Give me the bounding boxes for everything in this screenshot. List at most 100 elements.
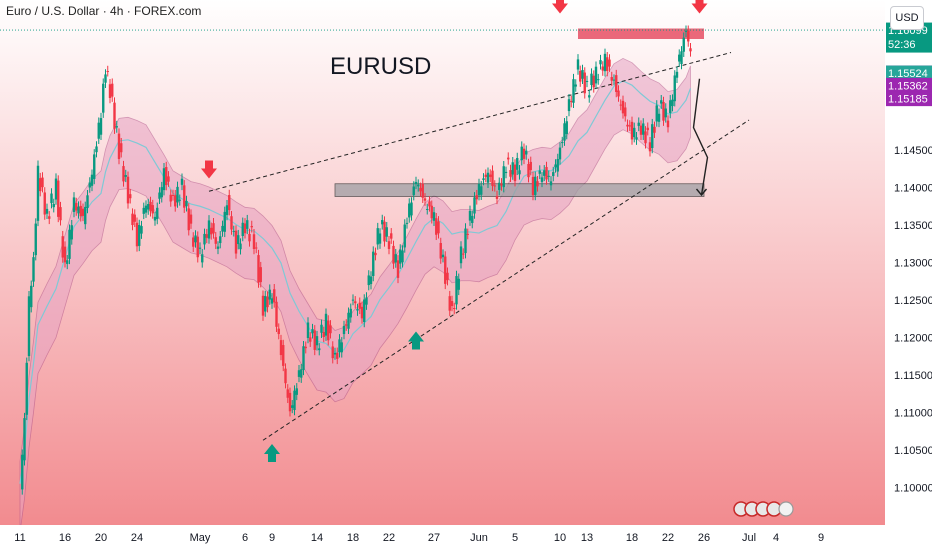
time-axis[interactable]: 11 16 20 24 May 6 9 14 18 22 27 Jun 5 10 13 18 22 26 Jul 4 9	[14, 532, 824, 544]
candle-body	[381, 219, 384, 225]
candle-body	[633, 127, 636, 138]
candle-body	[612, 79, 616, 81]
candle-body	[246, 220, 249, 229]
candle-body	[545, 167, 548, 180]
y-tick-label: 1.12000	[894, 333, 932, 345]
candle-body	[282, 345, 285, 366]
y-tick-label: 1.10500	[894, 445, 932, 457]
candle-body	[219, 236, 222, 244]
candle-body	[653, 126, 656, 133]
candle-body	[414, 181, 418, 184]
candle-body	[583, 72, 586, 94]
candle-body	[426, 209, 429, 211]
candle-body	[241, 222, 244, 236]
candle-body	[412, 186, 415, 196]
candle-body	[304, 346, 307, 349]
x-tick-label: 11	[14, 532, 25, 544]
candle-body	[664, 108, 667, 118]
price-axis[interactable]: 1.10000 1.10500 1.11000 1.11500 1.12000 1.125…	[894, 145, 932, 495]
price-label-text: 1.15185	[888, 94, 928, 106]
candle-body	[608, 59, 611, 67]
candle-body	[279, 340, 283, 356]
candle-body	[120, 143, 123, 153]
currency-button[interactable]: USD	[890, 6, 924, 30]
event-icon[interactable]	[778, 501, 794, 517]
y-tick-label: 1.11500	[894, 370, 932, 382]
candle-body	[621, 100, 625, 114]
candle-body	[210, 227, 213, 235]
candle-body	[646, 127, 649, 131]
candle-body	[250, 225, 253, 228]
candle-body	[369, 276, 373, 285]
calendar-icons[interactable]	[733, 501, 794, 517]
candle-body	[318, 348, 321, 351]
candle-body	[374, 252, 377, 256]
candle-body	[455, 276, 458, 305]
candle-body	[383, 221, 386, 242]
candle-body	[230, 216, 233, 230]
candle-body	[594, 66, 598, 84]
candle-body	[52, 203, 55, 208]
candle-body	[358, 302, 361, 309]
candle-body	[687, 30, 690, 42]
candle-body	[626, 124, 629, 127]
candle-body	[30, 285, 33, 308]
candle-body	[259, 267, 262, 283]
candle-body	[133, 214, 136, 222]
candle-body	[385, 227, 388, 237]
candle-body	[340, 342, 343, 353]
candle-body	[189, 214, 193, 224]
candle-body	[590, 73, 593, 86]
candle-body	[223, 211, 226, 232]
x-tick-label: 26	[698, 532, 710, 544]
candle-body	[106, 71, 109, 73]
candle-body	[527, 164, 530, 178]
resistance-zone	[578, 28, 704, 39]
candle-body	[277, 328, 280, 335]
y-tick-label: 1.13500	[894, 220, 932, 232]
candle-body	[86, 195, 89, 208]
candle-body	[171, 194, 175, 196]
candle-body	[79, 205, 82, 217]
candle-body	[338, 339, 341, 353]
candle-body	[273, 289, 276, 303]
x-tick-label: 18	[626, 532, 638, 544]
candle-body	[248, 233, 251, 242]
candle-body	[437, 221, 440, 234]
candle-body	[122, 166, 125, 182]
candle-body	[75, 203, 78, 211]
candle-body	[255, 247, 258, 249]
candle-body	[648, 142, 652, 152]
candle-body	[158, 192, 161, 199]
candle-body	[421, 183, 424, 198]
candle-body	[111, 83, 114, 97]
candle-body	[72, 197, 76, 212]
symbol-title: Euro / U.S. Dollar · 4h · FOREX.com	[6, 4, 202, 18]
candle-body	[203, 233, 206, 245]
candle-body	[356, 309, 359, 311]
candle-body	[297, 370, 301, 377]
candle-body	[306, 322, 310, 338]
candle-body	[603, 53, 607, 72]
x-tick-label: 22	[662, 532, 674, 544]
candle-body	[678, 54, 681, 62]
candle-body	[174, 195, 177, 207]
candle-body	[61, 236, 64, 258]
candle-body	[576, 59, 580, 70]
candle-body	[57, 180, 60, 217]
candle-body	[160, 187, 163, 198]
candle-body	[295, 388, 298, 395]
candle-body	[207, 220, 211, 239]
candle-body	[459, 246, 463, 264]
markers-layer	[201, 0, 709, 462]
candle-body	[293, 390, 296, 411]
candle-body	[610, 77, 613, 81]
candle-body	[315, 336, 319, 346]
y-tick-label: 1.14500	[894, 145, 932, 157]
candle-body	[142, 207, 145, 214]
candle-body	[561, 142, 564, 144]
price-label-text: 1.15524	[888, 68, 928, 80]
candle-body	[491, 170, 494, 186]
